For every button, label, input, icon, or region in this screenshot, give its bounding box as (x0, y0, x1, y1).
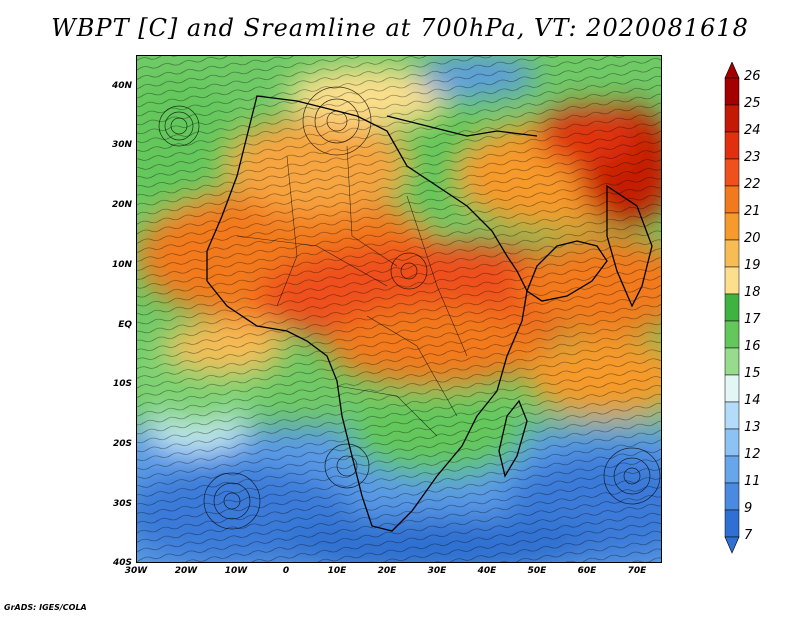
colorbar-segment (724, 239, 740, 268)
colorbar-segment (724, 212, 740, 241)
map-title: WBPT [C] and Sreamline at 700hPa, VT: 20… (51, 14, 749, 42)
colorbar-label: 18 (744, 285, 761, 300)
colorbar-bottom-arrow (724, 536, 740, 554)
colorbar-segment (724, 185, 740, 214)
colorbar (724, 62, 740, 554)
lat-label-40n: 40N (111, 81, 132, 91)
streamline-eddies (158, 86, 661, 530)
colorbar-segment (724, 320, 740, 349)
colorbar-segment (724, 509, 740, 538)
colorbar-label: 20 (744, 231, 761, 246)
lat-label-10n: 10N (111, 260, 132, 270)
map-panel (136, 55, 662, 563)
colorbar-label: 23 (744, 150, 761, 165)
wbpt-streamline-map (137, 56, 661, 562)
colorbar-segment (724, 77, 740, 106)
colorbar-label: 14 (744, 393, 761, 408)
colorbar-label: 17 (744, 312, 761, 327)
colorbar-label: 16 (744, 339, 761, 354)
lon-label-30e: 30E (427, 566, 447, 576)
streamline-texture (137, 56, 661, 562)
colorbar-segment (724, 347, 740, 376)
colorbar-label: 25 (744, 96, 761, 111)
colorbar-segment (724, 158, 740, 187)
colorbar-segment (724, 455, 740, 484)
lon-label-60e: 60E (577, 566, 597, 576)
colorbar-label: 26 (744, 69, 761, 84)
lon-label-10w: 10W (224, 566, 248, 576)
colorbar-segment (724, 482, 740, 511)
lon-label-40e: 40E (477, 566, 497, 576)
lat-label-30n: 30N (111, 140, 132, 150)
colorbar-label: 15 (744, 366, 761, 381)
grads-credit: GrADS: IGES/COLA (4, 603, 87, 612)
colorbar-label: 11 (744, 474, 761, 489)
lon-label-30w: 30W (124, 566, 148, 576)
colorbar-label: 19 (744, 258, 761, 273)
lat-label-30s: 30S (112, 499, 132, 509)
lon-label-20e: 20E (377, 566, 397, 576)
colorbar-segment (724, 428, 740, 457)
colorbar-segment (724, 266, 740, 295)
lon-label-50e: 50E (527, 566, 547, 576)
lat-label-20s: 20S (112, 439, 132, 449)
lon-label-10e: 10E (327, 566, 347, 576)
lon-label-0: 0 (282, 566, 290, 576)
colorbar-segment (724, 293, 740, 322)
colorbar-label: 13 (744, 420, 761, 435)
colorbar-segment (724, 374, 740, 403)
colorbar-top-arrow (724, 62, 740, 79)
lat-label-40s: 40S (112, 558, 132, 568)
colorbar-label: 21 (744, 204, 761, 219)
colorbar-segment (724, 131, 740, 160)
lat-label-20n: 20N (111, 200, 132, 210)
lat-label-10s: 10S (112, 379, 132, 389)
lon-label-20w: 20W (174, 566, 198, 576)
colorbar-label: 12 (744, 447, 761, 462)
colorbar-label: 24 (744, 123, 761, 138)
colorbar-label: 22 (744, 177, 761, 192)
colorbar-label: 7 (744, 528, 753, 543)
colorbar-segment (724, 401, 740, 430)
country-borders (236, 145, 468, 437)
coastlines (206, 95, 653, 532)
colorbar-label: 9 (744, 501, 753, 516)
colorbar-segment (724, 104, 740, 133)
lat-label-eq: EQ (118, 320, 132, 330)
lon-label-70e: 70E (627, 566, 647, 576)
